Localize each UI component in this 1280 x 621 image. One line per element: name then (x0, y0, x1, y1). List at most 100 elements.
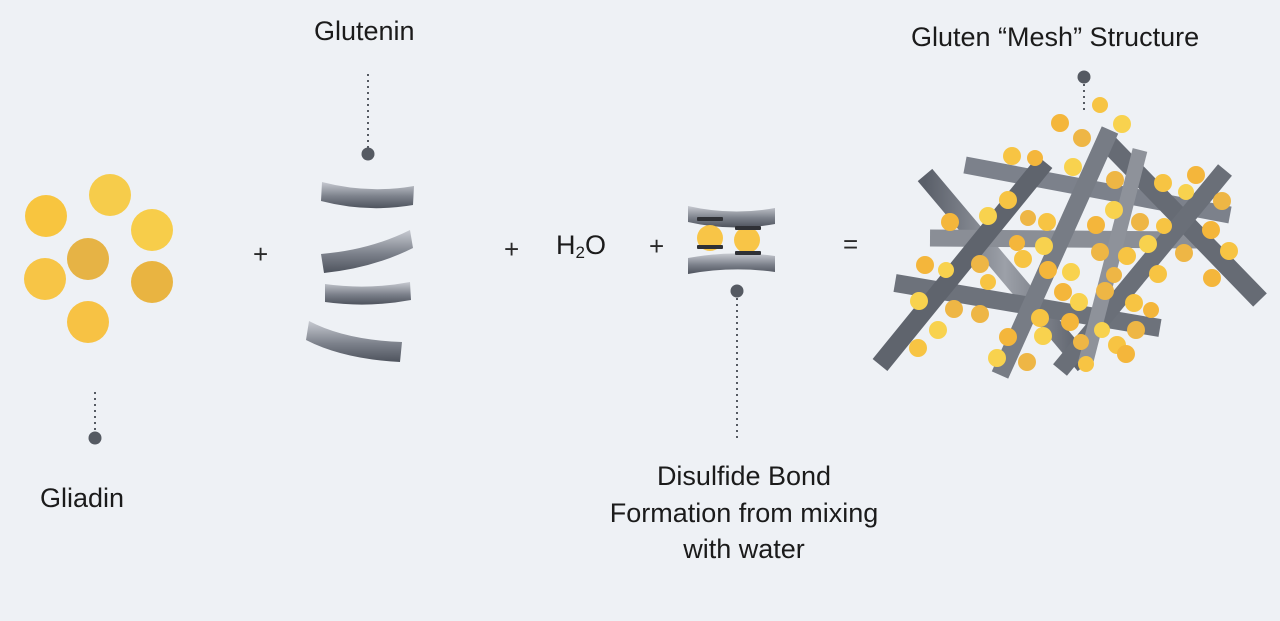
mesh-gliadin-dot (909, 339, 927, 357)
mesh-gliadin-dot (1064, 158, 1082, 176)
mesh-gliadin-dot (1073, 129, 1091, 147)
gliadin-sphere (25, 195, 67, 237)
mesh-rod (991, 126, 1119, 379)
mesh-gliadin-dot (1175, 244, 1193, 262)
mesh-gliadin-dot (1118, 247, 1136, 265)
mesh-gliadin-dot (1009, 235, 1025, 251)
gliadin-sphere (67, 301, 109, 343)
mesh-gliadin-dot (1096, 282, 1114, 300)
mesh-gliadin-dot (1051, 114, 1069, 132)
gliadin-sphere (131, 261, 173, 303)
mesh-gliadin-dot (1092, 97, 1108, 113)
mesh-gliadin-dot (1154, 174, 1172, 192)
bond-bar (697, 217, 723, 221)
mesh-gliadin-dot (1061, 313, 1079, 331)
disulfide-sphere (697, 225, 723, 251)
mesh-rods (872, 126, 1267, 379)
mesh-gliadin-dot (1091, 243, 1109, 261)
glutenin-strand (306, 321, 402, 362)
gluten-mesh (872, 97, 1267, 379)
gluten-mesh-label: Gluten “Mesh” Structure (911, 22, 1200, 52)
mesh-gliadin-dot (1143, 302, 1159, 318)
glutenin-strands (306, 182, 414, 362)
mesh-gliadin-dot (938, 262, 954, 278)
mesh-gliadin-dot (1139, 235, 1157, 253)
mesh-gliadin-dot (1131, 213, 1149, 231)
bond-bar (735, 226, 761, 230)
mesh-gliadin-dot (971, 305, 989, 323)
mesh-gliadin-dot (1062, 263, 1080, 281)
plus-operator: + (504, 234, 520, 264)
mesh-gliadin-dot (1213, 192, 1231, 210)
mesh-gliadin-dot (1106, 267, 1122, 283)
glutenin-strand (325, 282, 411, 305)
mesh-gliadin-dot (1054, 283, 1072, 301)
mesh-gliadin-dot (1020, 210, 1036, 226)
mesh-gliadin-dot (1117, 345, 1135, 363)
disulfide-label: Disulfide Bond Formation from mixing wit… (609, 461, 879, 564)
mesh-gliadin-dot (980, 274, 996, 290)
mesh-rod (917, 168, 1093, 372)
mesh-gliadin-dot (941, 213, 959, 231)
mesh-gliadin-dot (929, 321, 947, 339)
gliadin-cluster (24, 174, 173, 343)
water-formula: H2O (556, 228, 606, 270)
glutenin-leader (361, 74, 375, 161)
mesh-gliadin-dots (909, 97, 1238, 372)
mesh-gliadin-dot (1106, 171, 1124, 189)
bond-bar (697, 245, 723, 249)
mesh-gliadin-dot (1039, 261, 1057, 279)
glutenin-strand (321, 230, 413, 273)
mesh-gliadin-dot (1034, 327, 1052, 345)
mesh-gliadin-dot (1014, 250, 1032, 268)
gliadin-leader (88, 392, 102, 445)
plus-operator: + (253, 239, 269, 269)
mesh-gliadin-dot (1156, 218, 1172, 234)
mesh-gliadin-dot (945, 300, 963, 318)
gliadin-sphere (131, 209, 173, 251)
gliadin-sphere (89, 174, 131, 216)
mesh-gliadin-dot (1038, 213, 1056, 231)
mesh-gliadin-dot (1087, 216, 1105, 234)
disulfide-leader (730, 284, 744, 438)
mesh-gliadin-dot (988, 349, 1006, 367)
water-subscript: 2 (575, 243, 585, 262)
mesh-gliadin-dot (1035, 237, 1053, 255)
gliadin-sphere (24, 258, 66, 300)
mesh-gliadin-dot (1027, 150, 1043, 166)
mesh-gliadin-dot (916, 256, 934, 274)
mesh-gliadin-dot (1220, 242, 1238, 260)
bond-bar (735, 251, 761, 255)
mesh-gliadin-dot (1178, 184, 1194, 200)
mesh-gliadin-dot (1113, 115, 1131, 133)
disulfide-strand-bottom (688, 253, 775, 274)
water-o: O (584, 230, 606, 260)
glutenin-strand (321, 182, 414, 209)
mesh-gliadin-dot (999, 328, 1017, 346)
water-h: H (556, 230, 576, 260)
disulfide-sphere (734, 227, 760, 253)
equals-operator: = (843, 229, 859, 259)
mesh-gliadin-dot (1149, 265, 1167, 283)
mesh-gliadin-dot (979, 207, 997, 225)
mesh-gliadin-dot (1018, 353, 1036, 371)
gliadin-label: Gliadin (40, 483, 125, 513)
disulfide-bond-icon (688, 206, 775, 274)
mesh-gliadin-dot (1031, 309, 1049, 327)
mesh-gliadin-dot (1105, 201, 1123, 219)
glutenin-label: Glutenin (314, 16, 415, 46)
mesh-gliadin-dot (999, 191, 1017, 209)
mesh-gliadin-dot (1003, 147, 1021, 165)
mesh-rod (872, 156, 1053, 371)
gliadin-sphere (67, 238, 109, 280)
gluten-mesh-leader (1077, 70, 1091, 110)
mesh-gliadin-dot (1094, 322, 1110, 338)
mesh-gliadin-dot (971, 255, 989, 273)
disulfide-strand-top (688, 206, 775, 228)
mesh-gliadin-dot (1125, 294, 1143, 312)
mesh-gliadin-dot (1187, 166, 1205, 184)
mesh-gliadin-dot (1202, 221, 1220, 239)
mesh-gliadin-dot (910, 292, 928, 310)
mesh-gliadin-dot (1070, 293, 1088, 311)
